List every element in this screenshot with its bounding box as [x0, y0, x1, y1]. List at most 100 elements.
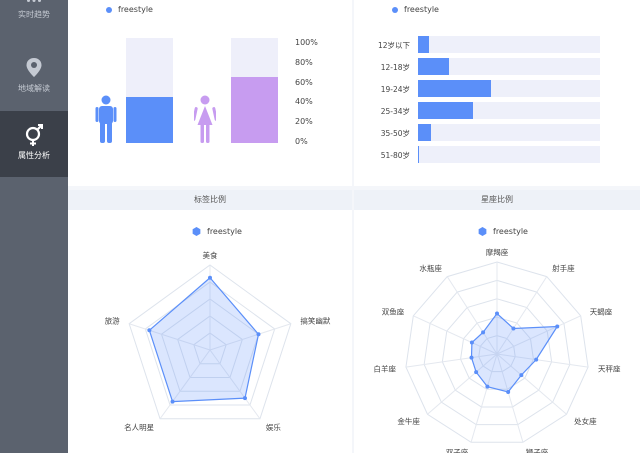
age-label: 35-50岁 — [380, 129, 410, 138]
age-legend[interactable]: freestyle — [392, 5, 439, 14]
zodiac-panel: 星座比例 freestyle 摩羯座 射手座 天蝎座 天秤座 处女座 狮子座 双子座 金牛座 白… — [354, 190, 640, 453]
sidebar-item-label: 属性分析 — [18, 151, 50, 160]
age-bar[interactable] — [418, 58, 449, 75]
bar-chart-icon — [27, 0, 41, 2]
radar-axis-line — [159, 349, 211, 420]
radar-axis-line — [496, 353, 589, 368]
female-bar-fill[interactable] — [231, 76, 278, 143]
zodiac-legend[interactable]: freestyle — [478, 227, 528, 236]
radar-data-point[interactable] — [170, 399, 175, 404]
radar-grid-ring — [405, 261, 589, 443]
radar-data-point[interactable] — [555, 324, 560, 329]
age-bar[interactable] — [418, 36, 429, 53]
radar-grid-ring — [177, 315, 243, 379]
gender-legend[interactable]: freestyle — [106, 5, 153, 14]
radar-axis-line — [413, 315, 498, 355]
age-bar-track — [418, 124, 600, 141]
radar-data-point[interactable] — [147, 328, 152, 333]
radar-data-point[interactable] — [481, 330, 486, 335]
legend-label: freestyle — [118, 5, 153, 14]
sidebar-item-region[interactable]: 地域解读 — [0, 56, 68, 122]
radar-data-point[interactable] — [511, 326, 516, 331]
tags-legend[interactable]: freestyle — [192, 227, 242, 236]
radar-grid-ring — [478, 335, 516, 373]
radar-axis-line — [496, 353, 524, 443]
hexagon-icon — [192, 227, 201, 236]
radar-data-point[interactable] — [469, 355, 474, 360]
radar-data-point[interactable] — [485, 384, 490, 389]
age-label: 25-34岁 — [380, 107, 410, 116]
radar-indicator-label: 处女座 — [574, 416, 597, 426]
sidebar: 实时趋势 地域解读 属性分析 — [0, 0, 68, 453]
radar-grid-ring — [144, 281, 276, 406]
zodiac-panel-title: 星座比例 — [354, 190, 640, 210]
radar-indicator-label: 金牛座 — [397, 416, 420, 426]
radar-axis-line — [496, 353, 567, 415]
radar-data-point[interactable] — [256, 332, 261, 337]
pct-tick-100: 100% — [295, 38, 318, 47]
legend-dot — [392, 6, 398, 13]
radar-axis-line — [427, 353, 498, 415]
female-figure-icon — [194, 95, 216, 143]
radar-grid-ring — [193, 332, 227, 365]
radar-indicator-label: 摩羯座 — [486, 247, 509, 257]
radar-grid-ring — [423, 279, 571, 426]
male-bar-track — [126, 38, 173, 143]
age-bar-track — [418, 58, 600, 75]
radar-axis-line — [446, 276, 498, 355]
radar-indicator-label: 娱乐 — [266, 422, 281, 432]
radar-grid-ring — [160, 298, 260, 392]
age-panel: freestyle 12岁以下 12-18岁 19-24岁 25-34岁 35-50岁 5… — [354, 0, 640, 186]
radar-grid-ring — [128, 264, 292, 420]
male-bar-fill[interactable] — [126, 96, 173, 143]
radar-data-point[interactable] — [506, 389, 511, 394]
radar-indicator-label: 搞笑幽默 — [300, 316, 330, 326]
age-label: 19-24岁 — [380, 85, 410, 94]
radar-series-area[interactable] — [470, 312, 559, 393]
radar-data-point[interactable] — [519, 373, 524, 378]
radar-indicator-label: 白羊座 — [374, 364, 397, 374]
radar-indicator-label: 狮子座 — [526, 447, 549, 453]
radar-axis-line — [209, 349, 261, 420]
tags-panel-title: 标签比例 — [68, 190, 352, 210]
age-bar[interactable] — [418, 80, 491, 97]
age-bar-track — [418, 146, 600, 163]
pct-tick-40: 40% — [295, 97, 313, 106]
radar-data-point[interactable] — [242, 396, 247, 401]
radar-axis-line — [209, 323, 291, 351]
gender-panel: freestyle 100% 80% 60% 40% 20% — [68, 0, 352, 186]
radar-axis-line — [496, 276, 548, 355]
radar-data-point[interactable] — [208, 275, 212, 280]
age-bar[interactable] — [418, 124, 431, 141]
radar-indicator-label: 旅游 — [105, 316, 120, 326]
age-bar[interactable] — [418, 146, 419, 163]
age-bar-track — [418, 80, 600, 97]
radar-data-point[interactable] — [474, 370, 479, 375]
pct-tick-0: 0% — [295, 137, 308, 146]
radar-indicator-label: 水瓶座 — [419, 263, 442, 273]
age-bar[interactable] — [418, 102, 473, 119]
legend-label: freestyle — [404, 5, 439, 14]
radar-series-area[interactable] — [148, 276, 260, 403]
sidebar-item-label: 实时趋势 — [18, 10, 50, 19]
pct-tick-60: 60% — [295, 78, 313, 87]
radar-data-point[interactable] — [469, 340, 474, 345]
legend-label: freestyle — [207, 227, 242, 236]
main-content: freestyle 100% 80% 60% 40% 20% — [68, 0, 640, 453]
radar-axis-line — [496, 315, 581, 355]
radar-data-point[interactable] — [495, 311, 499, 316]
radar-indicator-label: 射手座 — [552, 263, 575, 273]
sidebar-item-realtime-trend[interactable]: 实时趋势 — [0, 0, 68, 50]
age-bar-track — [418, 36, 600, 53]
age-label: 12岁以下 — [377, 41, 410, 50]
male-figure-icon — [95, 95, 117, 143]
radar-indicator-label: 天蝎座 — [590, 307, 613, 317]
sidebar-item-label: 地域解读 — [18, 84, 50, 93]
age-label: 12-18岁 — [380, 63, 410, 72]
sidebar-item-attribute-analysis[interactable]: 属性分析 — [0, 111, 68, 177]
legend-label: freestyle — [493, 227, 528, 236]
radar-data-point[interactable] — [534, 357, 539, 362]
radar-indicator-label: 美食 — [203, 250, 218, 260]
